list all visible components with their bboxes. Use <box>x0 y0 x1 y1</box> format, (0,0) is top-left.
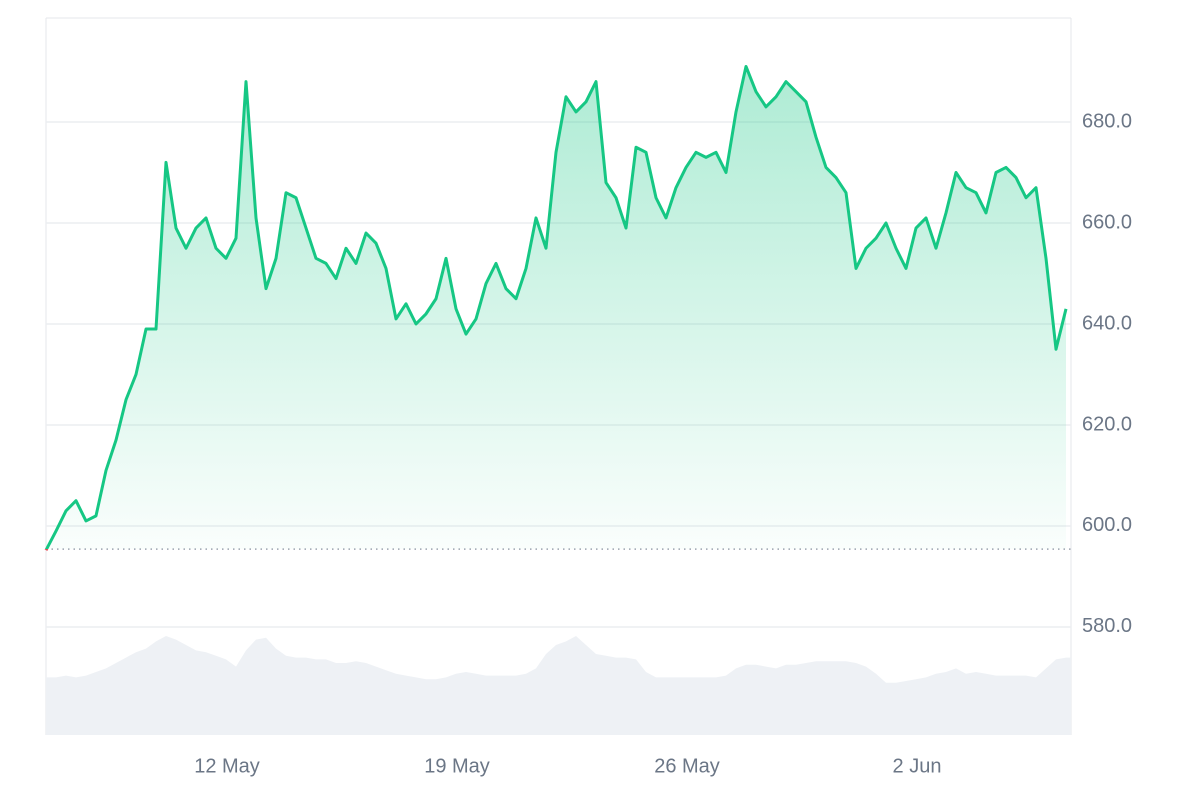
y-tick-label: 660.0 <box>1082 211 1132 233</box>
y-tick-label: 600.0 <box>1082 514 1132 536</box>
y-tick-label: 680.0 <box>1082 110 1132 132</box>
y-tick-label: 580.0 <box>1082 615 1132 637</box>
volume-area <box>46 636 1071 735</box>
x-tick-label: 26 May <box>654 755 720 777</box>
y-tick-label: 620.0 <box>1082 413 1132 435</box>
x-tick-label: 12 May <box>194 755 260 777</box>
price-area <box>46 66 1066 550</box>
y-tick-label: 640.0 <box>1082 312 1132 334</box>
x-tick-label: 2 Jun <box>893 755 942 777</box>
price-line <box>44 64 1068 550</box>
x-tick-label: 19 May <box>424 755 490 777</box>
